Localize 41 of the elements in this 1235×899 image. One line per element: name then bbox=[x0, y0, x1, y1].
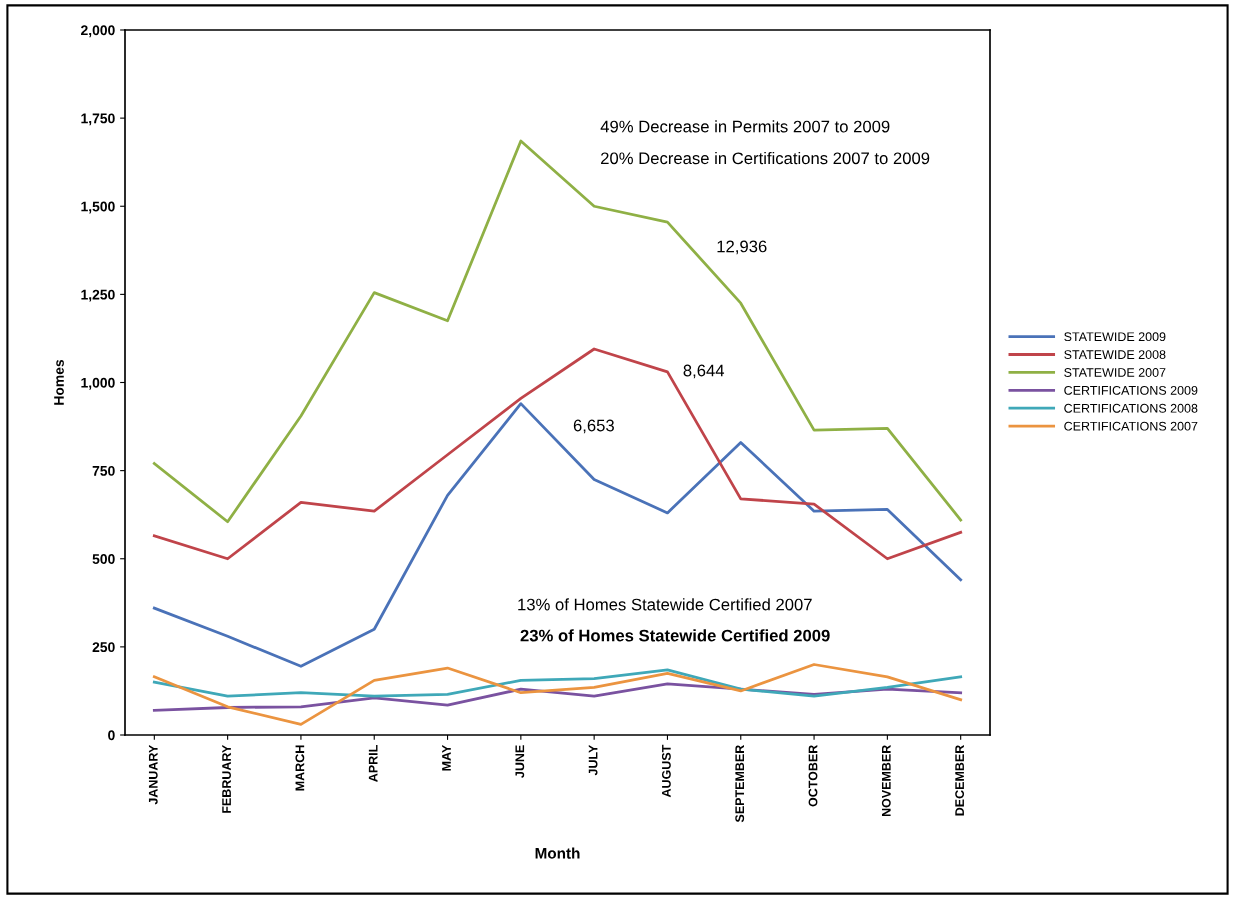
y-tick-label: 0 bbox=[108, 730, 115, 741]
x-tick-label: MARCH bbox=[295, 745, 305, 791]
legend-label: STATEWIDE 2009 bbox=[1064, 332, 1166, 342]
annotation: 23% of Homes Statewide Certified 2009 bbox=[520, 629, 830, 642]
y-tick-label: 250 bbox=[92, 642, 115, 653]
y-axis-title: Homes bbox=[54, 359, 64, 405]
annotation: 49% Decrease in Permits 2007 to 2009 bbox=[600, 120, 890, 133]
x-tick-label: APRIL bbox=[368, 745, 378, 782]
y-tick-label: 1,500 bbox=[81, 201, 115, 214]
annotation: 6,653 bbox=[573, 419, 614, 434]
x-tick-label: JULY bbox=[588, 744, 598, 776]
y-tick-label: 2,000 bbox=[81, 25, 115, 38]
x-tick-label: JANUARY bbox=[148, 744, 158, 805]
line-series bbox=[152, 668, 963, 698]
legend-label: STATEWIDE 2008 bbox=[1064, 350, 1166, 359]
legend-label: CERTIFICATIONS 2009 bbox=[1064, 385, 1198, 395]
y-tick-label: 1,250 bbox=[81, 289, 115, 302]
x-tick-label: NOVEMBER bbox=[881, 744, 891, 817]
annotation: 8,644 bbox=[683, 364, 725, 379]
x-axis-title: Month bbox=[535, 847, 580, 859]
x-tick-label: JUNE bbox=[515, 745, 525, 778]
line-series bbox=[152, 347, 963, 561]
legend-label: CERTIFICATIONS 2007 bbox=[1064, 421, 1198, 431]
x-tick-label: SEPTEMBER bbox=[735, 744, 745, 823]
x-tick-label: AUGUST bbox=[661, 744, 671, 798]
x-tick-label: DECEMBER bbox=[955, 744, 965, 816]
y-tick-label: 1,750 bbox=[81, 113, 115, 126]
annotation: 20% Decrease in Certifications 2007 to 2009 bbox=[601, 151, 930, 165]
annotation: 13% of Homes Statewide Certified 2007 bbox=[518, 598, 812, 611]
legend-label: STATEWIDE 2007 bbox=[1064, 368, 1166, 377]
y-tick-label: 500 bbox=[92, 554, 115, 564]
annotation: 12,936 bbox=[717, 240, 767, 255]
y-tick-label: 750 bbox=[92, 465, 115, 476]
x-tick-label: FEBRUARY bbox=[222, 744, 231, 813]
line-series bbox=[152, 663, 963, 726]
line-series bbox=[152, 402, 963, 668]
x-tick-label: MAY bbox=[442, 744, 451, 771]
x-tick-label: OCTOBER bbox=[808, 744, 818, 807]
legend-label: CERTIFICATIONS 2008 bbox=[1064, 403, 1198, 413]
y-tick-label: 1,000 bbox=[81, 377, 115, 390]
line-series bbox=[152, 139, 963, 524]
